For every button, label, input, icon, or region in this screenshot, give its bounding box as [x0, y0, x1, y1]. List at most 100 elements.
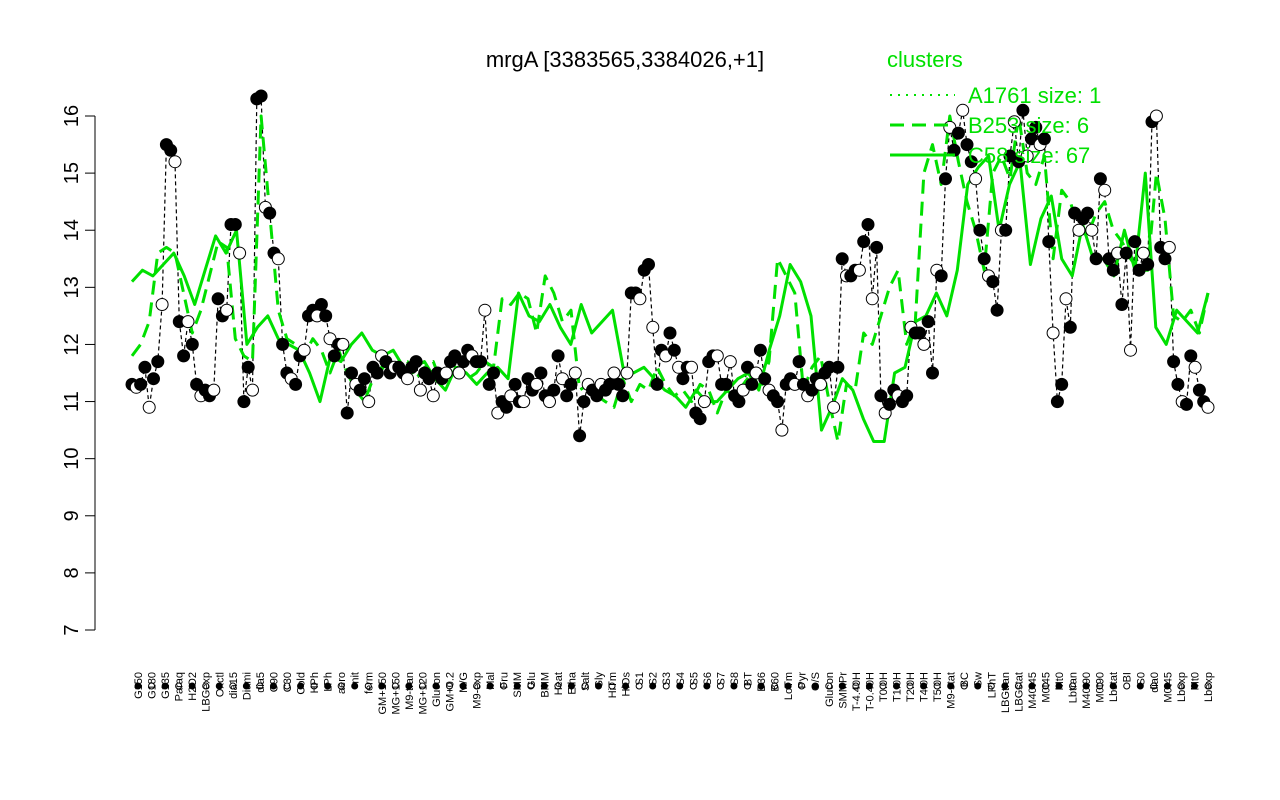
data-point — [1188, 360, 1202, 374]
x-tick-marker — [202, 682, 210, 690]
data-point — [620, 366, 634, 380]
x-tick-label: ferm — [363, 672, 375, 694]
x-tick-marker — [1163, 682, 1171, 690]
data-point — [719, 377, 733, 391]
x-tick-label: Glucon — [824, 672, 836, 707]
data-point — [530, 377, 544, 391]
x-tick-label: T5.0H — [932, 672, 944, 702]
data-point — [181, 315, 195, 329]
data-point — [547, 383, 561, 397]
x-tick-label: Mt0 — [1189, 672, 1201, 690]
legend: clusters A1761 size: 1 B253 size: 6 C58 si… — [887, 47, 1101, 168]
data-point — [499, 400, 513, 414]
data-point — [155, 298, 169, 311]
x-tick-label: S1 — [634, 672, 646, 685]
data-point — [1089, 252, 1103, 266]
x-tick-marker — [987, 682, 995, 690]
data-point — [508, 377, 522, 391]
series-line — [130, 154, 1210, 443]
legend-label: A1761 size: 1 — [968, 83, 1101, 108]
x-tick-marker — [134, 682, 142, 690]
data-point — [852, 263, 866, 277]
x-tick-label: G135 — [160, 672, 172, 699]
data-point — [865, 292, 879, 306]
data-point — [1059, 292, 1073, 306]
data-point — [345, 366, 358, 380]
x-tick-marker — [1055, 682, 1063, 690]
data-point — [1020, 149, 1034, 163]
data-point — [792, 355, 806, 369]
x-tick-label: SMM — [512, 672, 524, 698]
data-point — [1201, 400, 1215, 414]
x-tick-label: S0 — [1135, 672, 1147, 685]
y-tick-label: 9 — [61, 510, 83, 521]
x-tick-marker — [852, 682, 860, 690]
data-point — [870, 240, 884, 254]
data-point — [340, 406, 354, 420]
data-point — [857, 235, 871, 249]
data-point — [607, 366, 621, 380]
x-tick-label: Pyr — [797, 672, 809, 689]
data-point — [1007, 115, 1021, 129]
x-tick-marker — [297, 682, 305, 690]
data-point — [831, 360, 845, 374]
x-tick-marker — [811, 682, 819, 690]
data-point — [616, 389, 630, 403]
x-tick-marker — [947, 682, 955, 690]
x-tick-label: G150 — [133, 672, 145, 699]
x-tick-label: SMMPr — [837, 672, 849, 709]
data-point — [1029, 120, 1043, 134]
x-tick-label: MG+150 — [390, 672, 402, 715]
x-tick-marker — [1069, 682, 1077, 690]
data-point — [900, 389, 914, 403]
x-tick-marker — [391, 682, 399, 690]
x-tick-label: Lbtran — [1068, 672, 1080, 703]
x-tick-marker — [432, 682, 440, 690]
data-point — [990, 303, 1004, 317]
x-tick-marker — [662, 682, 670, 690]
data-point — [138, 360, 152, 374]
x-tick-label: M40t90 — [1081, 672, 1093, 709]
x-tick-label: BT — [742, 672, 754, 686]
x-tick-label: S4 — [675, 672, 687, 685]
data-point — [560, 389, 574, 403]
x-tick-marker — [784, 682, 792, 690]
data-point — [1085, 223, 1099, 237]
x-tick-label: LBGtran — [1000, 672, 1012, 713]
data-point — [573, 429, 587, 443]
x-tick-marker — [716, 682, 724, 690]
data-point — [1162, 240, 1176, 254]
data-point — [164, 143, 178, 157]
x-tick-label: S5 — [688, 672, 700, 685]
data-point — [568, 366, 582, 380]
x-tick-label: BI — [1122, 672, 1134, 682]
data-point — [263, 206, 277, 220]
data-point — [314, 298, 328, 311]
data-point — [276, 337, 290, 351]
x-tick-marker — [798, 682, 806, 690]
x-tick-marker — [1041, 682, 1049, 690]
y-tick-label: 16 — [61, 105, 83, 127]
x-tick-marker — [459, 682, 467, 690]
x-tick-label: dia0 — [1149, 672, 1161, 693]
data-point — [1016, 103, 1030, 117]
data-point — [577, 395, 591, 409]
data-point — [1171, 377, 1185, 391]
data-point — [1063, 320, 1077, 334]
y-tick-label: 10 — [61, 448, 83, 470]
data-point — [753, 343, 767, 357]
x-tick-label: M0t90 — [1095, 672, 1107, 703]
x-tick-marker — [540, 682, 548, 690]
data-point — [254, 89, 268, 103]
x-tick-label: dia5 — [255, 672, 267, 693]
data-point — [861, 218, 875, 231]
data-point — [1072, 223, 1086, 237]
x-tick-marker — [364, 682, 372, 690]
x-tick-label: S8 — [729, 672, 741, 685]
x-tick-label: Lbstat — [1108, 672, 1120, 702]
x-tick-label: LBGexp — [201, 672, 213, 712]
data-point — [633, 292, 647, 306]
x-tick-label: Mt0 — [1054, 672, 1066, 690]
x-tick-marker — [622, 682, 630, 690]
